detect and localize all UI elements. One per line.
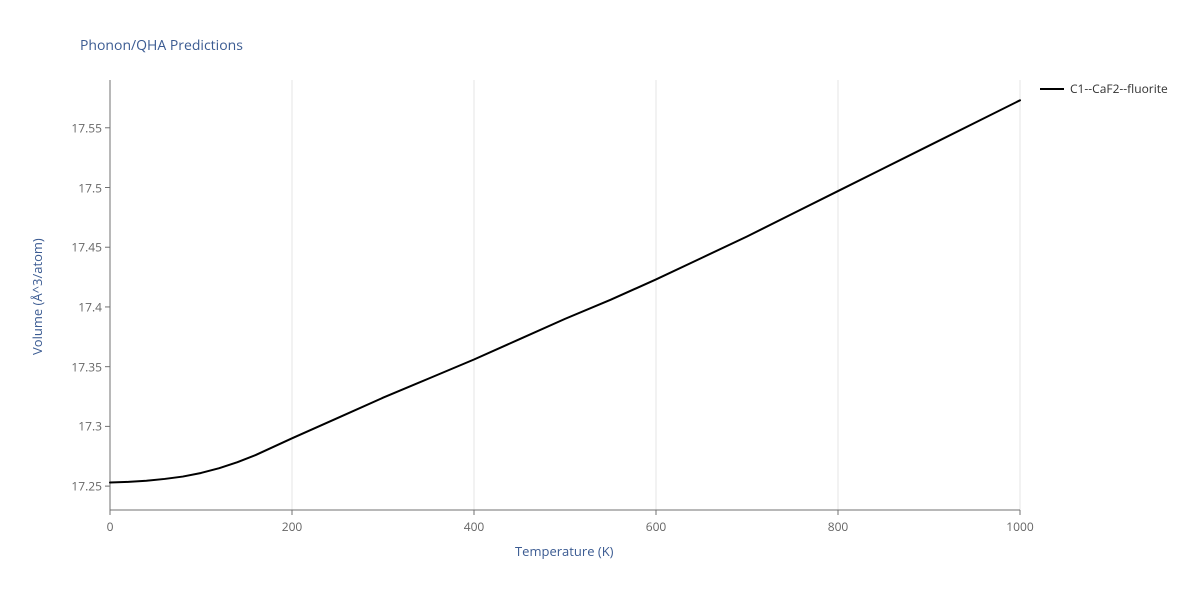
chart-title: Phonon/QHA Predictions: [80, 36, 243, 55]
legend-item: C1--CaF2--fluorite: [1040, 80, 1168, 97]
x-tick-label: 600: [646, 518, 667, 535]
x-tick-label: 400: [464, 518, 485, 535]
x-tick-label: 0: [107, 518, 114, 535]
x-tick-label: 1000: [1006, 518, 1033, 535]
legend-label: C1--CaF2--fluorite: [1070, 80, 1168, 97]
series-line: [110, 100, 1020, 482]
y-tick-label: 17.5: [68, 179, 102, 196]
y-tick-label: 17.3: [68, 418, 102, 435]
x-tick-label: 800: [828, 518, 849, 535]
legend-swatch: [1040, 88, 1064, 90]
x-tick-label: 200: [282, 518, 303, 535]
y-tick-label: 17.55: [68, 119, 102, 136]
y-tick-label: 17.4: [68, 298, 102, 315]
y-axis-label: Volume (Å^3/atom): [28, 238, 46, 355]
chart-svg: [0, 0, 1200, 600]
y-tick-label: 17.25: [68, 478, 102, 495]
y-tick-label: 17.45: [68, 239, 102, 256]
y-tick-label: 17.35: [68, 358, 102, 375]
x-axis-label: Temperature (K): [515, 542, 614, 560]
